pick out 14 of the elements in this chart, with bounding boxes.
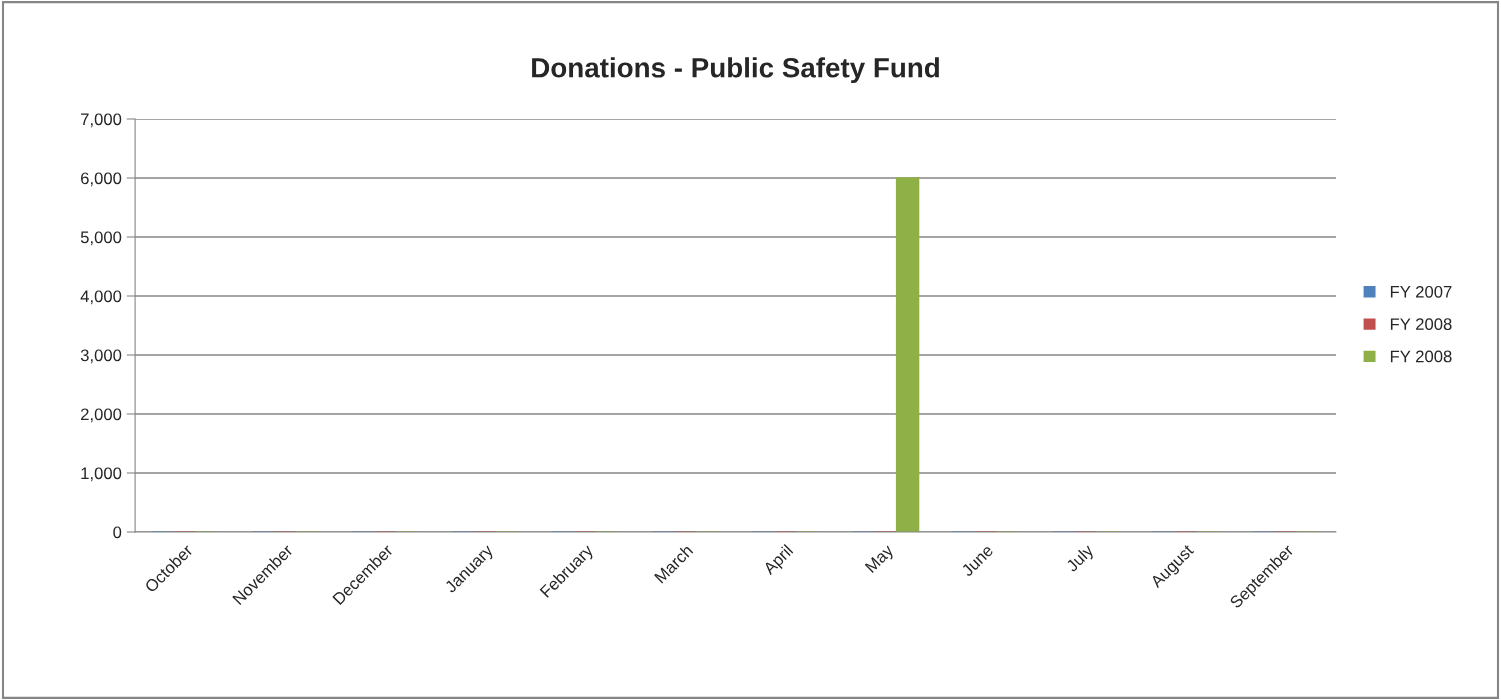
y-tick-label: 2,000	[81, 408, 122, 423]
x-tick-label: July	[1064, 543, 1097, 575]
x-tick-label: May	[864, 543, 897, 576]
y-tick-label: 5,000	[80, 231, 122, 246]
y-tick-label: 1,000	[81, 467, 122, 482]
y-tick-label: 0	[113, 526, 122, 539]
chart-title: Donations - Public Safety Fund	[532, 57, 939, 84]
legend-label: FY 2008	[1390, 318, 1452, 331]
y-tick-label: 4,000	[80, 290, 122, 305]
legend-label: FY 2007	[1390, 285, 1452, 298]
y-tick-label: 3,000	[80, 349, 122, 364]
legend-label: FY 2008	[1390, 350, 1452, 363]
y-tick-label: 7,000	[81, 113, 122, 128]
y-tick-label: 6,000	[81, 172, 122, 187]
